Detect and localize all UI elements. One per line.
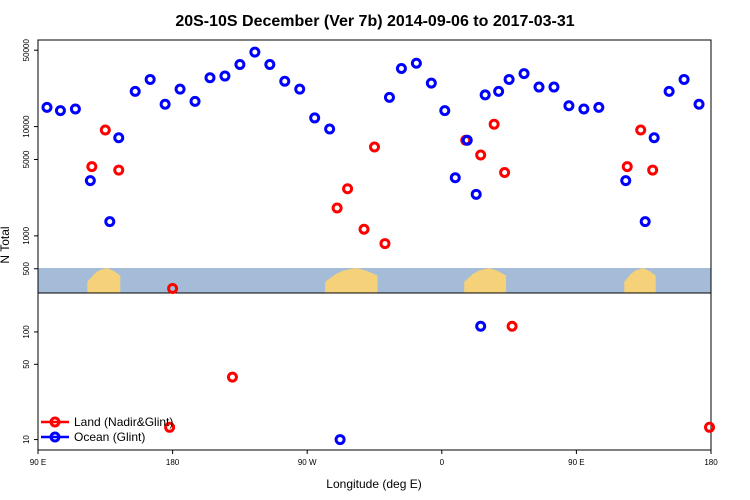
upper-ocean-point (54, 105, 66, 117)
lower-land-point (164, 421, 176, 433)
upper-ocean-point (578, 103, 590, 115)
upper-ocean-point (279, 75, 291, 87)
legend-ocean-label: Ocean (Glint) (74, 430, 145, 444)
upper-ocean-point (189, 95, 201, 107)
legend-land-marker (49, 416, 61, 428)
upper-ocean-point (593, 101, 605, 113)
upper-ocean-point (470, 188, 482, 200)
upper-ocean-point (439, 105, 451, 117)
x-tick-label: 90 E (30, 458, 46, 467)
upper-land-point (86, 161, 98, 173)
upper-ocean-point (204, 72, 216, 84)
upper-ocean-point (563, 100, 575, 112)
upper-ocean-point (639, 216, 651, 228)
upper-ocean-point (410, 57, 422, 69)
upper-ocean-point (309, 112, 321, 124)
map-land (624, 268, 656, 293)
upper-land-point (635, 124, 647, 136)
upper-ocean-point (648, 132, 660, 144)
lower-ocean-point (334, 434, 346, 446)
x-tick-label: 180 (166, 458, 180, 467)
upper-ocean-point (518, 68, 530, 80)
upper-ocean-point (395, 63, 407, 75)
lower-panel-frame (37, 292, 712, 451)
lower-y-tick-label: 100 (22, 325, 31, 339)
upper-ocean-point (264, 58, 276, 70)
upper-land-point (358, 223, 370, 235)
upper-land-point (99, 124, 111, 136)
axis-ticks: 90 E 180 90 W 0 90 E 180 500 1000 5000 10000 50000… (22, 39, 718, 467)
upper-ocean-point (219, 70, 231, 82)
chart-title: 20S-10S December (Ver 7b) 2014-09-06 to … (175, 13, 574, 30)
upper-ocean-point (383, 91, 395, 103)
upper-land-point (488, 118, 500, 130)
lower-panel (37, 292, 712, 451)
map-strip (38, 268, 711, 293)
upper-ocean-point (503, 73, 515, 85)
upper-ocean-point (493, 85, 505, 97)
upper-land-point (342, 183, 354, 195)
map-land (87, 268, 121, 293)
x-tick-label: 180 (704, 458, 718, 467)
upper-ocean-point (159, 98, 171, 110)
upper-ocean-point (144, 73, 156, 85)
map-land (464, 268, 507, 293)
upper-panel-frame (37, 39, 712, 294)
x-axis-label: Longitude (deg E) (326, 477, 421, 491)
map-land (325, 268, 378, 293)
upper-land-point (167, 282, 179, 294)
upper-ocean-point (548, 81, 560, 93)
upper-ocean-point (84, 175, 96, 187)
upper-ocean-point (129, 85, 141, 97)
upper-ocean-point (104, 216, 116, 228)
data-points (41, 46, 716, 446)
x-tick-label: 90 W (298, 458, 317, 467)
upper-y-tick-label: 50000 (22, 39, 31, 62)
upper-y-tick-label: 500 (22, 262, 31, 276)
upper-land-point (369, 141, 380, 153)
upper-land-point (621, 161, 633, 173)
upper-ocean-point (449, 172, 461, 184)
upper-ocean-point (425, 77, 437, 89)
upper-y-tick-label: 1000 (22, 226, 31, 244)
upper-land-point (647, 164, 659, 176)
lower-ocean-point (475, 320, 487, 332)
upper-land-point (475, 149, 487, 161)
legend-ocean-marker (49, 431, 61, 443)
upper-land-point (499, 167, 511, 179)
upper-ocean-point (533, 81, 545, 93)
x-tick-label: 90 E (568, 458, 584, 467)
lower-y-tick-label: 50 (22, 359, 31, 368)
legend: Land (Nadir&Glint) Ocean (Glint) (41, 415, 173, 444)
upper-ocean-point (174, 83, 186, 95)
upper-ocean-point (663, 85, 675, 97)
upper-y-tick-label: 5000 (22, 150, 31, 168)
x-tick-label: 0 (440, 458, 445, 467)
upper-ocean-point (324, 123, 336, 135)
upper-ocean-point (479, 89, 491, 101)
upper-ocean-point (234, 58, 246, 70)
upper-land-point (331, 202, 343, 214)
upper-ocean-point (113, 132, 125, 144)
upper-ocean-point (693, 98, 705, 110)
upper-ocean-point (69, 103, 81, 115)
upper-ocean-point (294, 83, 306, 95)
upper-ocean-point (461, 134, 473, 146)
y-axis-label: N Total (0, 226, 12, 263)
lower-land-point (226, 371, 238, 383)
lower-y-tick-label: 10 (22, 435, 31, 444)
lower-land-point (704, 421, 716, 433)
upper-ocean-point (620, 175, 632, 187)
legend-land-label: Land (Nadir&Glint) (74, 415, 173, 429)
upper-ocean-point (41, 101, 53, 113)
upper-land-point (113, 164, 125, 176)
upper-ocean-point (678, 73, 690, 85)
upper-ocean-point (249, 46, 261, 58)
upper-panel (37, 39, 712, 294)
upper-y-tick-label: 10000 (22, 115, 31, 138)
upper-land-point (379, 238, 391, 250)
lower-land-point (506, 320, 518, 332)
